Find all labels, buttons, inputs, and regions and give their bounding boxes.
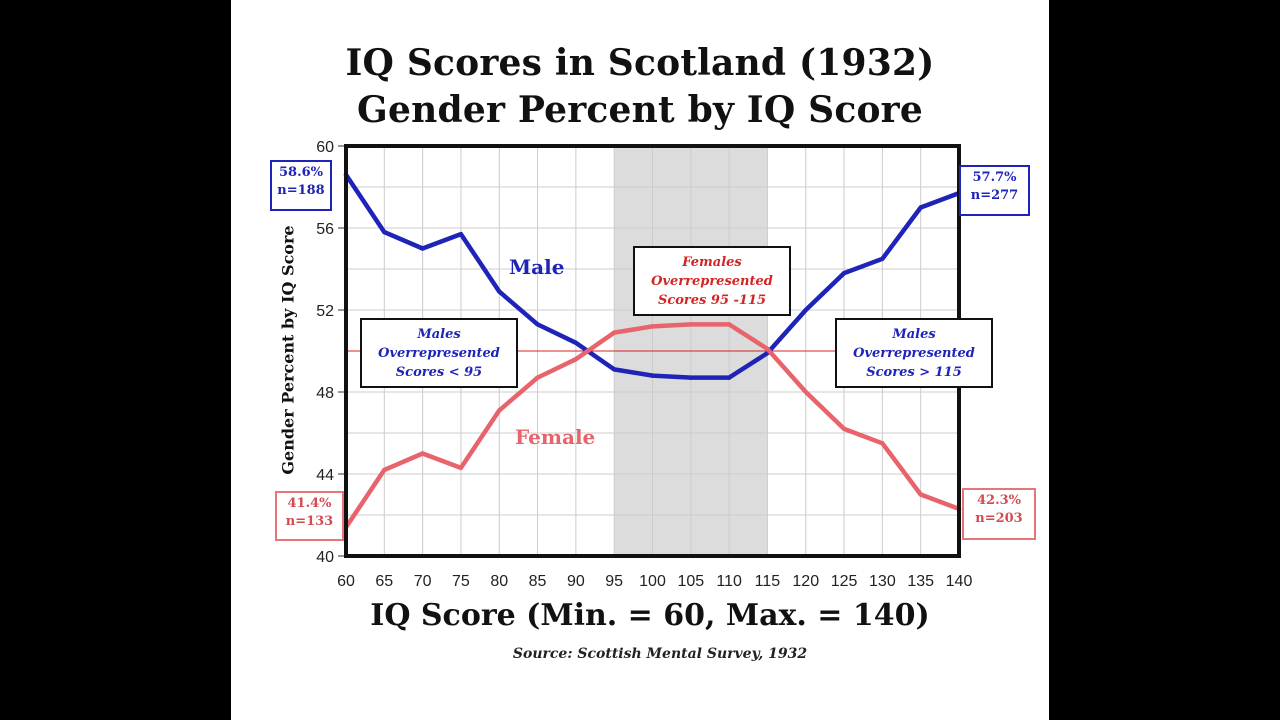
x-tick-label: 125 xyxy=(831,573,858,590)
x-tick-label: 70 xyxy=(414,573,432,590)
annotation-line: Scores 95 -115 xyxy=(657,293,767,308)
chart-subtitle: Gender Percent by IQ Score xyxy=(357,89,923,131)
male-point xyxy=(611,367,617,372)
x-tick-label: 135 xyxy=(907,573,934,590)
x-tick-label: 130 xyxy=(869,573,896,590)
females-mid-annotation: Females Overrepresented Scores 95 -115 xyxy=(633,246,791,316)
source-note: Source: Scottish Mental Survey, 1932 xyxy=(512,646,808,662)
female-point xyxy=(918,492,923,497)
male-point xyxy=(497,289,502,294)
x-tick-label: 100 xyxy=(639,573,666,590)
male-point xyxy=(841,270,847,276)
male-start-n: n=188 xyxy=(277,183,325,198)
male-start-pct: 58.6% xyxy=(278,165,323,180)
annotation-line: Overrepresented xyxy=(651,274,773,289)
female-end-n: n=203 xyxy=(975,511,1023,526)
annotation-line: Females xyxy=(682,255,742,270)
male-point xyxy=(688,375,694,380)
female-series-label: Female xyxy=(515,425,596,449)
male-end-n: n=277 xyxy=(970,188,1019,203)
male-end-label: 57.7% n=277 xyxy=(959,165,1030,216)
x-tick-label: 60 xyxy=(337,573,355,590)
female-start-n: n=133 xyxy=(285,514,334,529)
males-high-annotation: Males Overrepresented Scores > 115 xyxy=(835,318,993,388)
annotation-line: Scores > 115 xyxy=(866,365,962,380)
y-tick-label: 48 xyxy=(316,385,334,402)
x-tick-label: 115 xyxy=(755,573,781,590)
male-point xyxy=(420,246,425,251)
y-tick-label: 40 xyxy=(316,549,334,566)
y-tick-label: 56 xyxy=(316,221,334,238)
annotation-line: Overrepresented xyxy=(378,346,500,361)
male-series-label: Male xyxy=(509,255,565,279)
chart-title: IQ Scores in Scotland (1932) xyxy=(345,42,935,84)
female-point xyxy=(803,389,808,395)
male-point xyxy=(535,322,540,327)
female-point xyxy=(650,324,655,329)
male-point xyxy=(382,229,387,235)
male-end-pct: 57.7% xyxy=(972,170,1017,185)
female-point xyxy=(535,375,540,380)
female-point xyxy=(880,441,885,446)
annotation-line: Males xyxy=(417,327,461,342)
female-point xyxy=(611,330,617,335)
x-tick-label: 140 xyxy=(946,573,973,590)
annotation-line: Scores < 95 xyxy=(395,365,483,380)
male-point xyxy=(573,340,579,345)
y-tick-label: 52 xyxy=(316,303,334,320)
y-tick-label: 60 xyxy=(316,139,334,156)
x-tick-label: 105 xyxy=(677,573,704,590)
males-low-annotation: Males Overrepresented Scores < 95 xyxy=(360,318,518,388)
female-start-label: 41.4% n=133 xyxy=(275,491,344,541)
female-point xyxy=(841,426,847,432)
male-point xyxy=(803,307,808,313)
male-point xyxy=(650,373,655,378)
female-start-pct: 41.4% xyxy=(287,496,332,511)
annotation-line: Males xyxy=(892,327,936,342)
annotation-line: Overrepresented xyxy=(853,346,975,361)
x-tick-label: 90 xyxy=(567,573,585,590)
female-end-pct: 42.3% xyxy=(976,493,1021,508)
male-point xyxy=(918,205,923,210)
female-point xyxy=(765,346,770,352)
y-tick-label: 44 xyxy=(316,467,334,484)
x-tick-label: 80 xyxy=(490,573,508,590)
female-point xyxy=(497,408,502,413)
female-point xyxy=(573,357,579,362)
female-point xyxy=(382,467,387,473)
y-axis-label: Gender Percent by IQ Score xyxy=(278,225,298,475)
female-point xyxy=(726,322,732,327)
x-tick-label: 85 xyxy=(529,573,547,590)
male-point xyxy=(458,231,464,237)
female-point xyxy=(688,322,694,327)
x-tick-label: 110 xyxy=(716,573,742,590)
x-tick-label: 120 xyxy=(792,573,819,590)
female-end-label: 42.3% n=203 xyxy=(962,488,1036,540)
x-axis-label: IQ Score (Min. = 60, Max. = 140) xyxy=(370,598,930,633)
x-tick-label: 95 xyxy=(605,573,623,590)
female-point xyxy=(420,451,425,456)
male-point xyxy=(880,256,885,261)
male-point xyxy=(726,375,732,380)
x-tick-label: 75 xyxy=(452,573,470,590)
female-point xyxy=(458,465,464,471)
male-start-label: 58.6% n=188 xyxy=(270,160,332,211)
x-tick-label: 65 xyxy=(375,573,393,590)
